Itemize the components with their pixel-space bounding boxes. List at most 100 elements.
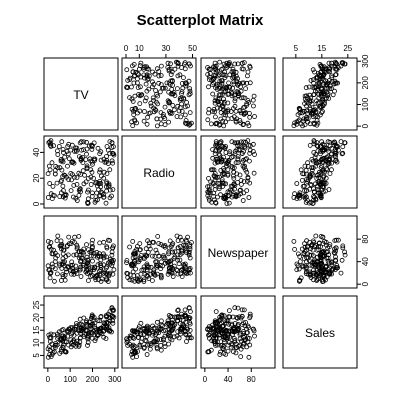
data-point: [238, 95, 244, 101]
data-point: [317, 151, 323, 157]
data-point: [307, 262, 313, 268]
data-point: [224, 85, 230, 90]
data-point: [161, 114, 166, 120]
data-point: [179, 248, 184, 254]
right-axis-tv: 0 100 200 300: [356, 54, 370, 128]
data-point: [323, 180, 329, 186]
data-point: [226, 308, 232, 314]
data-point: [106, 181, 112, 187]
data-point: [212, 174, 218, 179]
data-point: [323, 249, 329, 255]
data-point: [295, 194, 301, 199]
data-point: [295, 251, 301, 257]
data-point: [78, 157, 84, 163]
data-point: [340, 243, 346, 249]
data-point: [71, 271, 77, 277]
tick-label: 300: [361, 54, 370, 68]
data-point: [101, 320, 107, 326]
data-point: [129, 119, 135, 125]
data-point: [236, 314, 242, 320]
data-point: [85, 257, 90, 263]
data-point: [156, 253, 162, 259]
data-point: [60, 259, 66, 265]
data-point: [240, 95, 246, 100]
panel-border: [200, 135, 276, 209]
data-point: [311, 80, 316, 86]
data-point: [104, 244, 110, 250]
data-point: [226, 340, 232, 345]
data-point: [167, 238, 173, 244]
data-point: [235, 142, 240, 148]
panel-tv-vs-sales: [282, 57, 358, 131]
data-point: [162, 104, 168, 110]
variable-label: Newspaper: [208, 246, 269, 260]
data-point: [212, 109, 218, 115]
data-point: [314, 278, 320, 284]
data-point: [165, 60, 171, 66]
data-point: [247, 180, 253, 186]
data-point: [65, 163, 70, 169]
data-point: [217, 59, 223, 65]
panel-border: [282, 135, 358, 209]
data-point: [144, 352, 150, 357]
data-point: [109, 144, 115, 150]
data-point: [66, 177, 71, 182]
data-point: [242, 333, 248, 339]
data-point: [59, 167, 65, 173]
data-point: [160, 263, 166, 269]
data-point: [124, 336, 129, 342]
data-point: [291, 238, 297, 244]
data-point: [241, 190, 247, 196]
data-point: [238, 187, 243, 193]
data-point: [141, 331, 147, 337]
data-point: [129, 261, 135, 267]
data-point: [147, 246, 153, 252]
data-point: [182, 312, 188, 318]
data-point: [86, 278, 91, 284]
data-point: [294, 119, 300, 125]
data-point: [338, 270, 344, 276]
data-point: [89, 193, 95, 199]
data-point: [110, 318, 116, 324]
data-point: [330, 140, 336, 146]
data-point: [95, 183, 100, 189]
data-point: [101, 253, 107, 259]
data-point: [187, 91, 193, 97]
data-point: [297, 278, 303, 283]
data-point: [87, 156, 93, 162]
data-point: [221, 323, 227, 329]
data-point: [226, 80, 232, 86]
data-point: [80, 168, 86, 174]
data-point: [325, 161, 331, 167]
panel-border: [43, 57, 119, 131]
data-point: [178, 331, 184, 337]
data-point: [307, 107, 313, 112]
data-point: [304, 93, 310, 99]
data-point: [59, 278, 64, 283]
data-point: [84, 323, 90, 329]
data-point: [104, 171, 110, 177]
top-axis-sales: 5 15 25: [294, 44, 353, 59]
data-point: [216, 335, 222, 341]
data-point: [206, 184, 212, 190]
data-point: [187, 121, 193, 127]
data-point: [298, 167, 304, 173]
data-point: [243, 319, 249, 325]
data-point: [158, 347, 164, 353]
data-point: [45, 263, 51, 269]
data-point: [315, 254, 320, 260]
data-point: [210, 155, 216, 161]
data-point: [144, 261, 150, 267]
data-point: [144, 88, 150, 94]
data-point: [224, 161, 230, 166]
data-point: [131, 251, 137, 257]
data-point: [304, 188, 310, 193]
data-point: [63, 192, 69, 198]
data-point: [230, 183, 236, 189]
data-point: [211, 190, 217, 196]
data-point: [129, 63, 135, 69]
data-point: [218, 159, 224, 165]
data-point: [78, 139, 84, 145]
data-point: [88, 182, 94, 187]
data-point: [70, 327, 76, 333]
